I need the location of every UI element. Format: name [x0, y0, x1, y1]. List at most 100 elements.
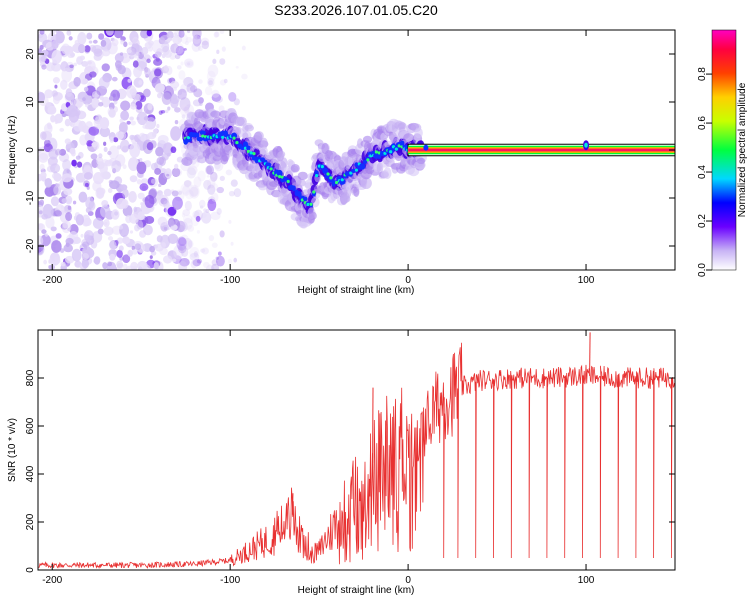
ridge-mid: [322, 167, 329, 175]
noise-blob: [126, 120, 131, 125]
noise-blob: [178, 190, 182, 195]
colorbar: 0.0 0.2 0.4 0.6 0.8 Normalized spectral ampl…: [697, 29, 748, 277]
noise-blob: [119, 118, 124, 123]
noise-blob: [39, 131, 47, 141]
noise-blob: [190, 260, 198, 269]
noise-blob: [65, 237, 74, 245]
noise-blob: [128, 213, 139, 224]
ridge-halo: [210, 110, 221, 118]
noise-blob: [38, 32, 48, 43]
noise-blob: [156, 92, 163, 99]
noise-blob: [186, 167, 197, 179]
noise-blob: [120, 110, 130, 121]
noise-blob: [82, 97, 86, 101]
noise-blob: [61, 67, 73, 83]
noise-blob: [223, 78, 228, 84]
noise-blob: [154, 68, 162, 77]
noise-blob: [187, 62, 191, 66]
noise-blob: [53, 210, 62, 217]
noise-blob: [183, 180, 192, 188]
noise-blob: [93, 258, 99, 264]
noise-blob: [72, 200, 77, 205]
noise-blob: [148, 56, 153, 60]
ridge-halo: [360, 177, 372, 190]
noise-blob: [177, 88, 187, 100]
colorbar-tick-label: 0.8: [697, 67, 708, 81]
noise-blob: [103, 141, 107, 146]
colorbar-gradient: [711, 29, 737, 271]
noise-blob: [40, 50, 49, 57]
noise-blob: [85, 103, 89, 108]
noise-blob: [41, 175, 47, 182]
spectrogram-ylabel: Frequency (Hz): [7, 116, 18, 185]
noise-blob: [174, 163, 179, 169]
noise-blob: [201, 211, 212, 224]
noise-blob: [120, 184, 128, 191]
noise-blob: [92, 172, 104, 185]
noise-blob: [136, 179, 142, 185]
noise-blob: [219, 30, 225, 34]
noise-blob: [167, 219, 175, 227]
ridge-mid: [196, 136, 204, 142]
snr-line: [38, 342, 675, 569]
noise-blob: [101, 49, 111, 57]
ridge-mid: [399, 140, 405, 147]
y-tick-label: -20: [25, 238, 36, 253]
noise-blob: [176, 65, 182, 70]
noise-blob: [144, 194, 155, 209]
noise-blob: [208, 80, 213, 86]
noise-blob: [88, 40, 93, 44]
noise-blob: [203, 208, 207, 213]
noise-blob: [112, 137, 119, 143]
ridge-hot: [374, 150, 379, 154]
noise-blob: [149, 255, 153, 260]
ridge-mid: [185, 136, 192, 143]
noise-blob: [52, 77, 60, 84]
noise-blob: [176, 236, 187, 251]
y-tick-label: 0: [25, 567, 36, 573]
noise-blob: [61, 173, 73, 183]
noise-blob: [230, 179, 238, 187]
noise-blob: [41, 229, 47, 234]
noise-blob: [216, 49, 220, 54]
y-tick-label: -10: [25, 190, 36, 205]
colorbar-tick-label: 0.4: [697, 165, 708, 179]
ridge-hot: [269, 167, 273, 171]
ridge-halo: [234, 127, 242, 136]
ridge-hot: [309, 202, 313, 206]
noise-blob: [178, 243, 187, 254]
noise-blob: [176, 30, 183, 38]
noise-blob: [196, 258, 203, 264]
noise-blob: [200, 37, 210, 46]
noise-blob: [78, 43, 86, 54]
noise-blob: [100, 39, 107, 47]
noise-blob: [170, 126, 182, 141]
snr-panel: -200 -100 0 100 0 200 400 600 800 Height of stra…: [7, 329, 676, 596]
noise-blob: [109, 253, 116, 261]
noise-blob: [134, 243, 142, 251]
ridge-hot: [286, 179, 290, 184]
noise-blob: [97, 228, 104, 235]
noise-blob: [233, 188, 242, 198]
noise-blob: [64, 138, 71, 145]
snr-peak: [291, 493, 294, 515]
noise-blob: [109, 136, 115, 143]
noise-blob: [111, 160, 122, 173]
noise-blob: [187, 165, 198, 176]
noise-blob: [195, 215, 201, 222]
noise-blob: [162, 142, 174, 156]
ridge-halo: [297, 179, 306, 187]
noise-blob: [71, 159, 77, 167]
noise-blob: [107, 236, 114, 241]
noise-blob: [221, 46, 226, 52]
x-tick-label: 100: [578, 275, 595, 286]
ridge-halo: [297, 171, 308, 181]
noise-blob: [38, 91, 46, 103]
noise-blob: [171, 167, 181, 177]
noise-blob: [219, 79, 227, 86]
ridge-hot: [334, 180, 339, 185]
noise-blob: [160, 110, 166, 114]
noise-blob: [180, 221, 188, 232]
ridge-hot: [249, 151, 253, 155]
noise-blob: [206, 165, 214, 175]
